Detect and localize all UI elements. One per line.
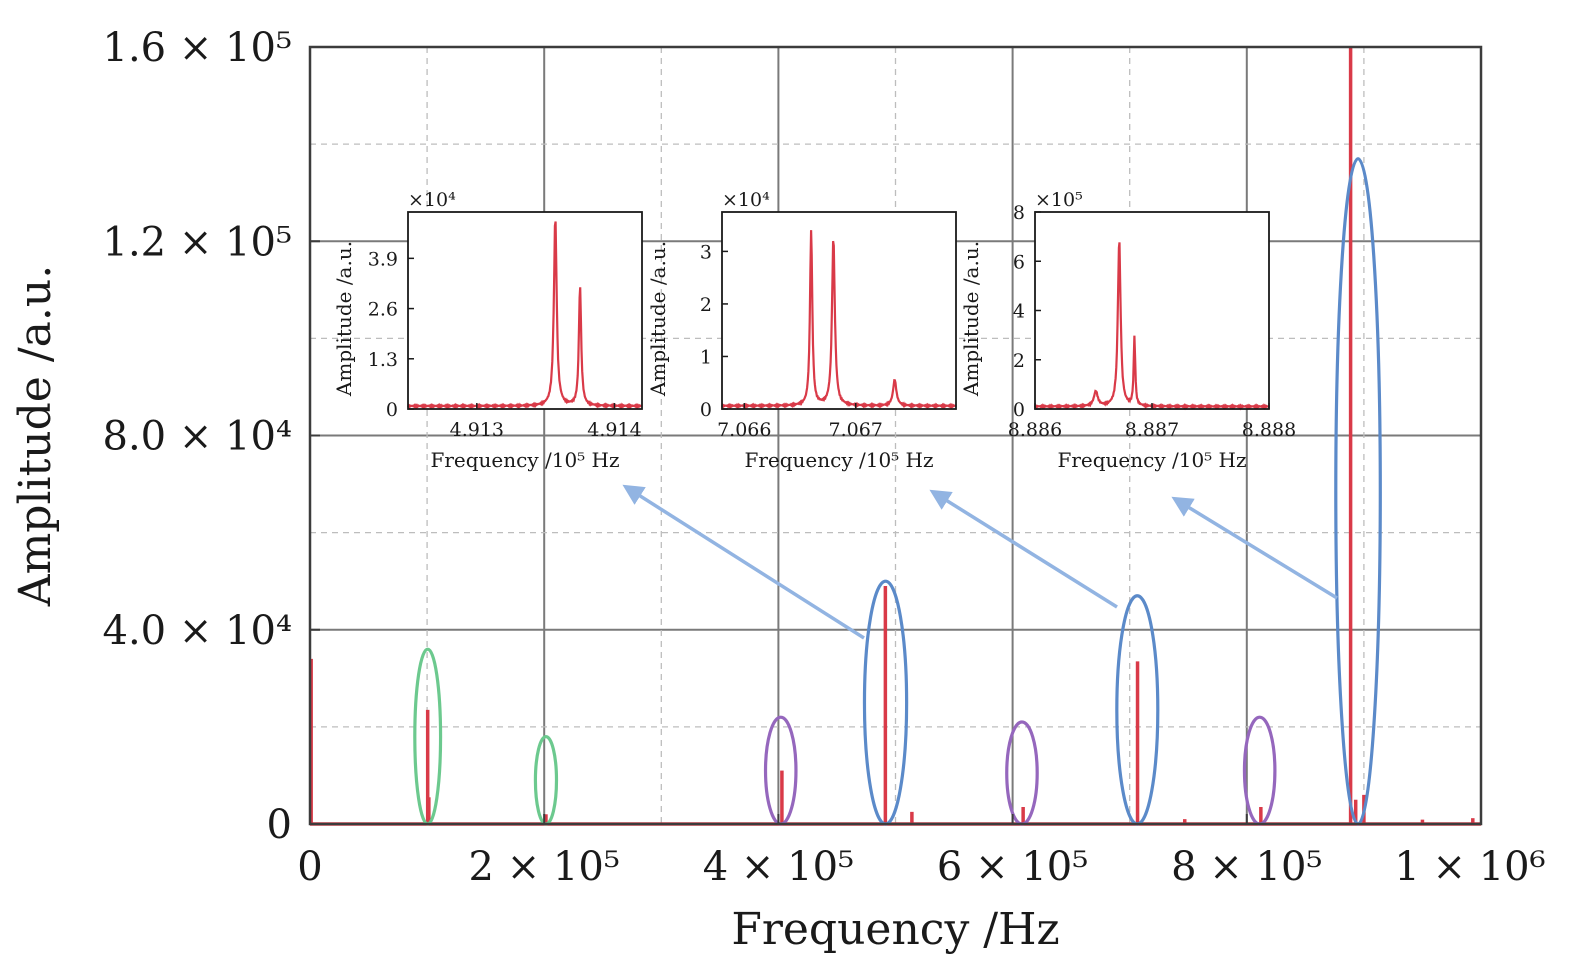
inset-x-tick-label: 7.066 xyxy=(717,419,771,441)
inset-y-axis-label: Amplitude /a.u. xyxy=(646,241,670,397)
inset-series xyxy=(406,221,643,410)
inset-y-tick-label: 2 xyxy=(700,294,712,316)
inset-x-tick-label: 8.888 xyxy=(1242,419,1296,441)
inset-2: 7.066 7.067 0 1 2 3 ×10⁴ Frequency /10⁵ Hz Ampli… xyxy=(646,189,957,472)
inset-3: 8.886 8.887 8.888 0 2 4 6 8 ×10⁵ Frequency /10⁵ H… xyxy=(959,189,1296,472)
inset-x-tick-label: 7.067 xyxy=(829,419,883,441)
inset-background xyxy=(408,212,642,409)
y-axis-label: Amplitude /a.u. xyxy=(10,265,61,607)
inset-x-tick-label: 8.887 xyxy=(1125,419,1179,441)
inset-y-tick-label: 0 xyxy=(1013,399,1025,421)
inset-y-axis-label: Amplitude /a.u. xyxy=(959,241,983,397)
inset-x-axis-label: Frequency /10⁵ Hz xyxy=(1057,448,1246,472)
inset-y-tick-label: 0 xyxy=(386,399,398,421)
inset-y-tick-label: 2 xyxy=(1013,350,1025,372)
inset-1: 4.913 4.914 0 1.3 2.6 3.9 ×10⁴ Frequency /10⁵ H… xyxy=(332,189,643,472)
inset-y-axis-label: Amplitude /a.u. xyxy=(332,241,356,397)
inset-y-tick-label: 6 xyxy=(1013,251,1025,273)
inset-y-tick-label: 0 xyxy=(700,399,712,421)
zoom-arrow xyxy=(622,484,865,640)
y-tick-label: 1.2 × 10⁵ xyxy=(103,219,293,265)
zoom-arrow xyxy=(1171,496,1338,600)
inset-frame xyxy=(407,211,643,410)
y-tick-label: 8.0 × 10⁴ xyxy=(103,414,293,460)
inset-background xyxy=(722,212,956,409)
insets: 4.913 4.914 0 1.3 2.6 3.9 ×10⁴ Frequency /10⁵ H… xyxy=(332,189,1296,472)
inset-y-tick-label: 4 xyxy=(1013,301,1025,323)
x-tick-label: 6 × 10⁵ xyxy=(937,844,1088,890)
inset-y-tick-label: 1.3 xyxy=(368,349,398,371)
x-tick-label: 2 × 10⁵ xyxy=(469,844,620,890)
inset-x-axis-label: Frequency /10⁵ Hz xyxy=(744,448,933,472)
x-tick-label: 4 × 10⁵ xyxy=(703,844,854,890)
inset-y-tick-label: 8 xyxy=(1013,202,1025,224)
inset-background xyxy=(1035,212,1269,409)
y-tick-label: 1.6 × 10⁵ xyxy=(103,25,293,71)
inset-y-tick-label: 1 xyxy=(700,346,712,368)
inset-y-tick-label: 3.9 xyxy=(368,248,398,270)
inset-x-tick-label: 4.914 xyxy=(587,419,641,441)
inset-scale-label: ×10⁵ xyxy=(1035,189,1083,211)
inset-frame xyxy=(721,211,957,410)
y-tick-label: 4.0 × 10⁴ xyxy=(103,608,293,654)
x-tick-label: 1 × 10⁶ xyxy=(1394,844,1545,890)
inset-y-tick-label: 2.6 xyxy=(368,299,398,321)
inset-scale-label: ×10⁴ xyxy=(722,189,770,211)
harmonic-ellipse-blue xyxy=(1334,157,1382,826)
zoom-arrow xyxy=(929,489,1118,609)
y-tick-label: 0 xyxy=(267,802,292,848)
x-axis-label: Frequency /Hz xyxy=(731,904,1059,955)
inset-x-tick-label: 4.913 xyxy=(450,419,504,441)
harmonic-ellipse-green xyxy=(533,734,559,826)
x-tick-label: 0 xyxy=(297,844,322,890)
inset-x-tick-label: 8.886 xyxy=(1008,419,1062,441)
inset-y-tick-label: 3 xyxy=(700,241,712,263)
inset-series xyxy=(721,230,957,410)
inset-scale-label: ×10⁴ xyxy=(408,189,456,211)
x-tick-label: 8 × 10⁵ xyxy=(1171,844,1322,890)
inset-x-axis-label: Frequency /10⁵ Hz xyxy=(430,448,619,472)
main-ticks: 0 2 × 10⁵ 4 × 10⁵ 6 × 10⁵ 8 × 10⁵ 1 × 10⁶ 0 4.0… xyxy=(103,25,1546,890)
